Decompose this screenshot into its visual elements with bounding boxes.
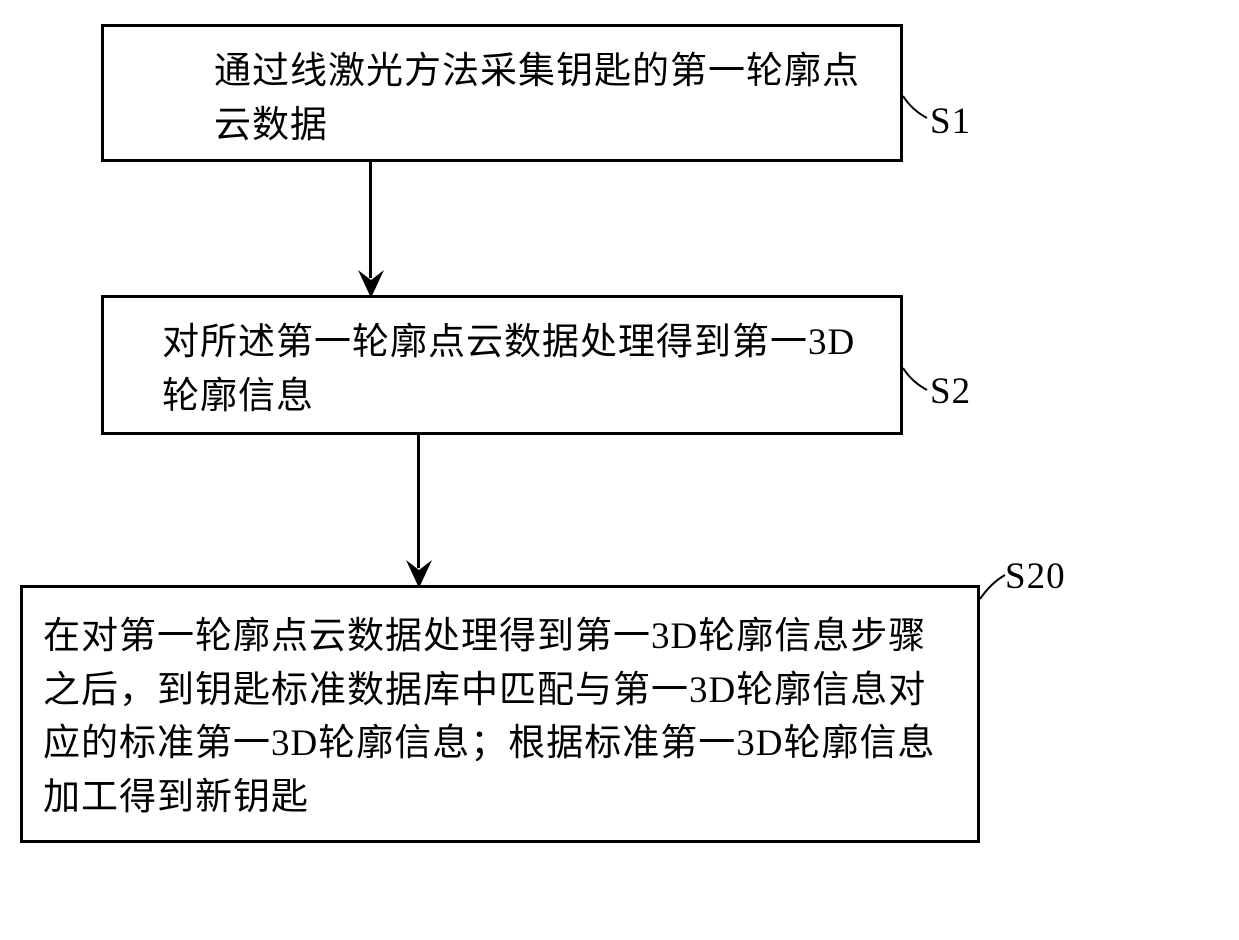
arrow-s2-s20 (417, 435, 420, 568)
flowchart-container: 通过线激光方法采集钥匙的第一轮廓点云数据 S1 对所述第一轮廓点云数据处理得到第… (0, 0, 1239, 940)
flowchart-box-s20: 在对第一轮廓点云数据处理得到第一3D轮廓信息步骤之后，到钥匙标准数据库中匹配与第… (20, 585, 980, 843)
box-s2-text: 对所述第一轮廓点云数据处理得到第一3D轮廓信息 (162, 316, 860, 423)
arrow-head-s2-s20 (404, 560, 434, 588)
label-s1: S1 (930, 100, 971, 143)
label-s20: S20 (1005, 555, 1066, 598)
box-s20-text: 在对第一轮廓点云数据处理得到第一3D轮廓信息步骤之后，到钥匙标准数据库中匹配与第… (43, 610, 957, 825)
arrow-head-s1-s2 (356, 270, 386, 298)
label-s2: S2 (930, 370, 971, 413)
box-s1-text: 通过线激光方法采集钥匙的第一轮廓点云数据 (214, 45, 860, 152)
flowchart-box-s1: 通过线激光方法采集钥匙的第一轮廓点云数据 (101, 24, 903, 162)
arrow-s1-s2 (369, 162, 372, 278)
flowchart-box-s2: 对所述第一轮廓点云数据处理得到第一3D轮廓信息 (101, 295, 903, 435)
s1-label-connector (900, 88, 932, 126)
s2-label-connector (900, 360, 932, 398)
